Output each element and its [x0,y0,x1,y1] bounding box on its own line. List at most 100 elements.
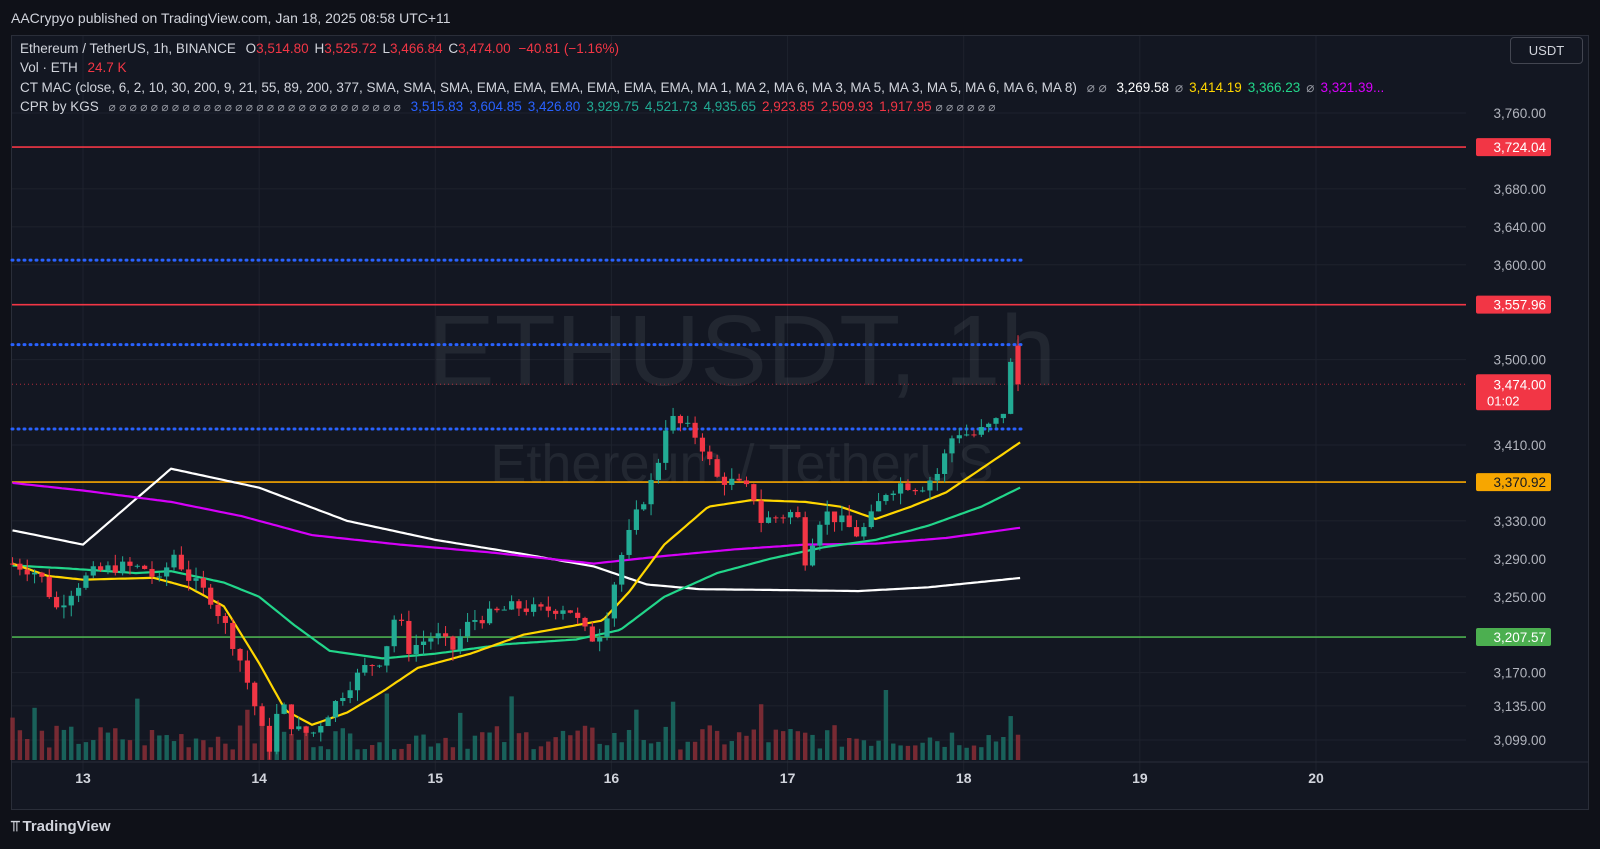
cpr-label[interactable]: CPR by KGS [20,99,99,114]
candle[interactable] [354,672,361,691]
candle[interactable] [934,473,940,481]
candle[interactable] [949,438,955,454]
candle[interactable] [736,478,742,481]
symbol-label[interactable]: Ethereum / TetherUS, 1h, BINANCE [20,41,236,56]
candle[interactable] [75,587,82,596]
candle[interactable] [46,576,52,598]
candle[interactable] [237,648,243,661]
candle[interactable] [186,569,192,581]
candle[interactable] [340,698,346,702]
candle[interactable] [993,418,999,424]
candle[interactable] [604,618,610,638]
candle[interactable] [252,682,258,707]
candle[interactable] [531,604,537,612]
candle[interactable] [376,665,383,667]
candle[interactable] [230,622,236,649]
ct-mac-label[interactable]: CT MAC (close, 6, 2, 10, 30, 200, 9, 21,… [20,80,1077,95]
candle[interactable] [978,427,984,435]
candle[interactable] [648,479,654,505]
candle[interactable] [200,578,206,588]
candle[interactable] [501,609,507,611]
candle[interactable] [589,626,595,642]
candle[interactable] [685,422,691,424]
price-badge[interactable] [1476,295,1551,314]
candle[interactable] [875,501,882,512]
candle[interactable] [824,511,830,525]
candle[interactable] [677,415,684,424]
candle[interactable] [663,430,669,463]
candle[interactable] [369,665,375,667]
price-axis[interactable]: 3,760.00 3,680.00 3,640.00 3,600.00 3,500.00… [1467,36,1588,775]
candle[interactable] [597,637,603,642]
candle[interactable] [633,509,639,530]
candle[interactable] [332,701,339,718]
candle[interactable] [729,478,735,485]
candle[interactable] [831,511,838,523]
candle[interactable] [846,515,852,528]
candle[interactable] [670,415,676,431]
candle[interactable] [428,638,434,642]
price-badge[interactable] [1476,473,1551,492]
price-badge[interactable] [1476,138,1551,157]
candle[interactable] [266,725,273,752]
candle[interactable] [98,566,104,571]
volume-label[interactable]: Vol · ETH [20,60,78,75]
candle[interactable] [787,512,794,518]
candle[interactable] [523,608,529,612]
candle[interactable] [384,646,390,666]
candle[interactable] [927,480,933,491]
candle[interactable] [795,512,801,518]
candle[interactable] [611,584,617,619]
candle[interactable] [516,601,522,609]
candle[interactable] [912,489,918,492]
candle[interactable] [964,434,970,436]
candle[interactable] [809,545,816,566]
candle[interactable] [707,451,713,460]
candle[interactable] [538,604,544,607]
currency-button[interactable]: USDT [1510,37,1583,64]
candle[interactable] [699,437,706,452]
candle[interactable] [890,493,896,496]
candle[interactable] [553,610,559,614]
candle[interactable] [281,704,287,714]
price-badge[interactable] [1476,628,1551,647]
candle[interactable] [479,620,485,624]
candle[interactable] [303,726,309,733]
candle[interactable] [17,563,23,570]
candle[interactable] [897,483,904,494]
candle[interactable] [318,726,324,733]
candle[interactable] [956,435,962,439]
candle[interactable] [53,597,60,608]
candle[interactable] [215,604,221,617]
candle[interactable] [105,565,111,571]
candle[interactable] [1000,413,1006,419]
candle[interactable] [39,572,45,577]
candle[interactable] [164,567,170,577]
candle[interactable] [494,608,500,611]
candle[interactable] [986,423,992,428]
candle[interactable] [1015,345,1021,385]
candle[interactable] [90,566,96,576]
candle[interactable] [692,422,698,438]
candle[interactable] [142,565,148,569]
candle[interactable] [134,565,140,567]
candle[interactable] [839,515,845,523]
candle[interactable] [464,621,471,637]
candle[interactable] [420,641,427,646]
candle[interactable] [472,620,478,622]
candle[interactable] [112,565,118,573]
candle[interactable] [244,660,250,683]
candle[interactable] [743,480,750,485]
candle[interactable] [442,633,449,637]
candle[interactable] [905,483,911,490]
horizontal-levels[interactable] [10,146,1466,638]
candle[interactable] [773,517,779,519]
candle[interactable] [641,504,647,510]
candle[interactable] [920,490,926,492]
candle[interactable] [545,606,551,611]
candle[interactable] [178,554,184,570]
candle[interactable] [120,561,126,573]
candle[interactable] [296,726,302,730]
candle[interactable] [24,569,30,575]
candle[interactable] [1008,361,1014,414]
